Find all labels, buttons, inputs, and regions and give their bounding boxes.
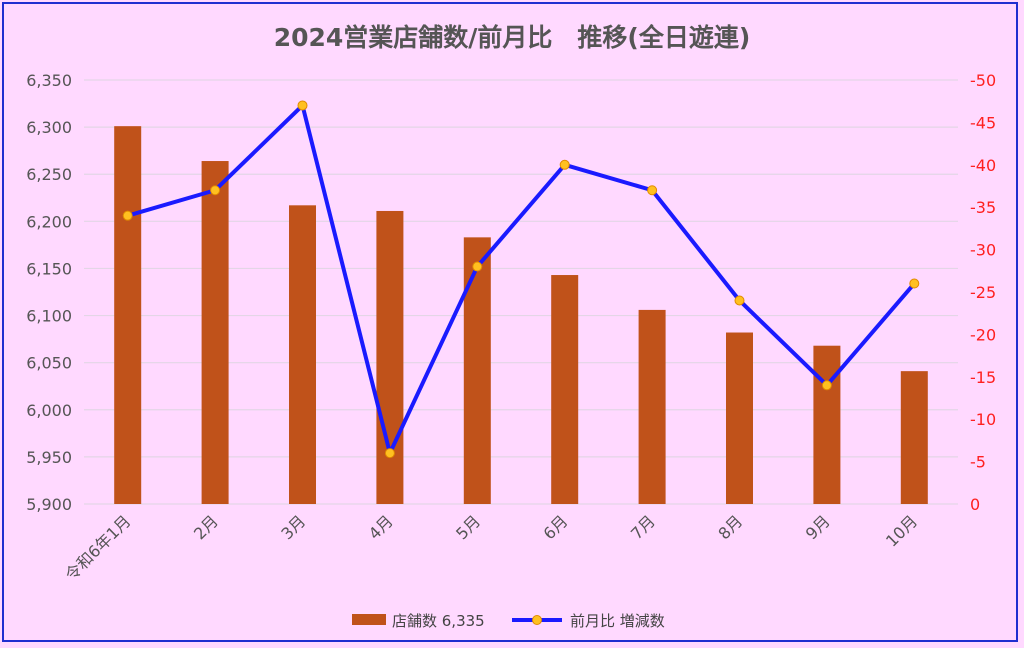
left-tick-label: 5,900: [26, 495, 72, 514]
legend-label-bar: 店舗数 6,335: [392, 612, 485, 630]
legend-swatch-marker: [532, 615, 542, 625]
line-series: [122, 100, 920, 459]
x-tick-label: 2月: [190, 511, 222, 543]
right-tick-label: -40: [970, 156, 996, 175]
x-tick-label: 8月: [714, 511, 746, 543]
bar: [638, 309, 666, 504]
gridlines: [84, 79, 958, 505]
x-tick-label: 令和6年1月: [61, 511, 134, 584]
legend-swatch-bar: [352, 614, 386, 625]
left-tick-label: 6,200: [26, 212, 72, 231]
right-axis-ticks: 0 -5 -10 -15 -20 -25 -30 -35 -40 -45 -50: [970, 71, 996, 514]
right-tick-label: -50: [970, 71, 996, 90]
series-line: [127, 103, 916, 456]
x-axis-ticks: 令和6年1月 2月 3月 4月 5月 6月 7月 8月 9月 10月: [61, 511, 921, 584]
bar: [376, 210, 404, 505]
right-tick-label: -30: [970, 241, 996, 260]
left-tick-label: 6,300: [26, 118, 72, 137]
line-point: [210, 185, 221, 196]
x-tick-label: 10月: [882, 511, 921, 550]
bar: [551, 275, 579, 504]
left-tick-label: 6,350: [26, 71, 72, 90]
bar: [463, 237, 491, 504]
left-axis-ticks: 5,900 5,950 6,000 6,050 6,100 6,150 6,200 6,250…: [26, 71, 72, 514]
x-tick-label: 3月: [277, 511, 309, 543]
x-tick-label: 7月: [627, 511, 659, 543]
line-point: [384, 448, 395, 459]
right-tick-label: -45: [970, 113, 996, 132]
left-tick-label: 6,050: [26, 354, 72, 373]
right-tick-label: -5: [970, 453, 986, 472]
left-tick-label: 6,000: [26, 401, 72, 420]
line-point: [734, 295, 745, 306]
line-point: [821, 380, 832, 391]
chart-frame: [2, 2, 1018, 642]
right-tick-label: 0: [970, 495, 980, 514]
line-point: [122, 210, 133, 221]
line-point: [647, 185, 658, 196]
bar: [114, 126, 142, 505]
bar: [726, 332, 753, 504]
bar: [900, 371, 928, 504]
right-tick-label: -25: [970, 283, 996, 302]
x-tick-label: 6月: [540, 511, 572, 543]
line-point: [297, 100, 308, 111]
bar: [289, 205, 316, 504]
right-tick-label: -20: [970, 325, 996, 344]
line-point: [559, 159, 570, 170]
chart-title: 2024営業店舗数/前月比 推移(全日遊連): [274, 23, 751, 52]
right-tick-label: -10: [970, 410, 996, 429]
left-tick-label: 6,250: [26, 165, 72, 184]
right-tick-label: -35: [970, 198, 996, 217]
left-tick-label: 6,150: [26, 259, 72, 278]
left-tick-label: 5,950: [26, 448, 72, 467]
left-tick-label: 6,100: [26, 307, 72, 326]
line-point: [909, 278, 920, 289]
bar-series: [114, 126, 928, 505]
bar: [813, 345, 841, 504]
right-tick-label: -15: [970, 368, 996, 387]
legend-label-line: 前月比 増減数: [570, 612, 665, 630]
legend: 店舗数 6,335 前月比 増減数: [352, 612, 665, 630]
x-tick-label: 9月: [802, 511, 834, 543]
x-tick-label: 5月: [452, 511, 484, 543]
line-point: [472, 261, 483, 272]
x-tick-label: 4月: [365, 511, 397, 543]
bar: [201, 161, 229, 504]
